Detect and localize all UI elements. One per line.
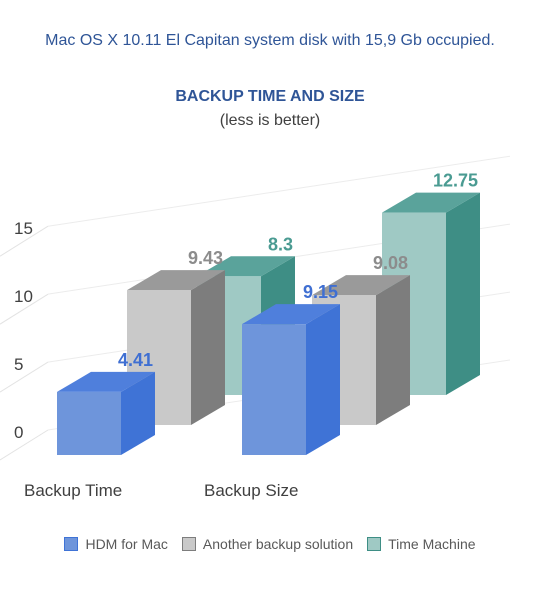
y-tick-label: 15: [14, 219, 33, 238]
y-tick-label: 10: [14, 287, 33, 306]
gridline-diag: [0, 293, 49, 325]
gridline: [47, 155, 511, 227]
bar-front: [242, 324, 306, 455]
bar-top: [312, 275, 410, 296]
category-label: Backup Size: [204, 481, 299, 500]
legend-label-hdm: HDM for Mac: [85, 536, 168, 552]
legend-label-another: Another backup solution: [202, 536, 354, 552]
data-label: 8.3: [268, 234, 293, 254]
bar-side: [121, 371, 155, 455]
bar-side: [306, 304, 340, 455]
gridline-diag: [0, 361, 49, 393]
chart-plot: 0 5 10 15 8.3 9.43 4.41 12.75 9.08 9.15 Backup Tim…: [0, 155, 511, 500]
bar-front: [57, 391, 121, 455]
data-label: 12.75: [433, 171, 478, 191]
bar-side: [376, 275, 410, 425]
category-label: Backup Time: [24, 481, 122, 500]
legend-label-time-machine: Time Machine: [388, 536, 476, 552]
chart-subtitle: Mac OS X 10.11 El Capitan system disk wi…: [45, 32, 495, 49]
bar-side: [446, 192, 480, 395]
bar-top: [242, 304, 340, 325]
y-tick-label: 5: [14, 355, 23, 374]
chart-legend: HDM for Mac Another backup solution Time…: [0, 536, 540, 552]
data-label: 4.41: [118, 350, 153, 370]
legend-swatch-another: [181, 537, 196, 551]
data-label: 9.15: [303, 282, 338, 302]
legend-item-another: Another backup solution: [181, 536, 354, 552]
bar-side: [191, 270, 225, 425]
legend-swatch-hdm: [64, 537, 79, 551]
bar-top: [57, 371, 155, 392]
bar-top: [382, 192, 480, 213]
legend-item-hdm: HDM for Mac: [64, 536, 168, 552]
bar-top: [127, 270, 225, 291]
chart-title: BACKUP TIME AND SIZE: [175, 88, 365, 105]
legend-swatch-time-machine: [367, 537, 382, 551]
gridline-diag: [0, 225, 49, 257]
legend-item-time-machine: Time Machine: [367, 536, 476, 552]
data-label: 9.43: [188, 248, 223, 268]
y-tick-label: 0: [14, 423, 23, 442]
gridline-diag: [0, 429, 49, 461]
chart-note: (less is better): [219, 112, 321, 129]
data-label: 9.08: [373, 253, 408, 273]
